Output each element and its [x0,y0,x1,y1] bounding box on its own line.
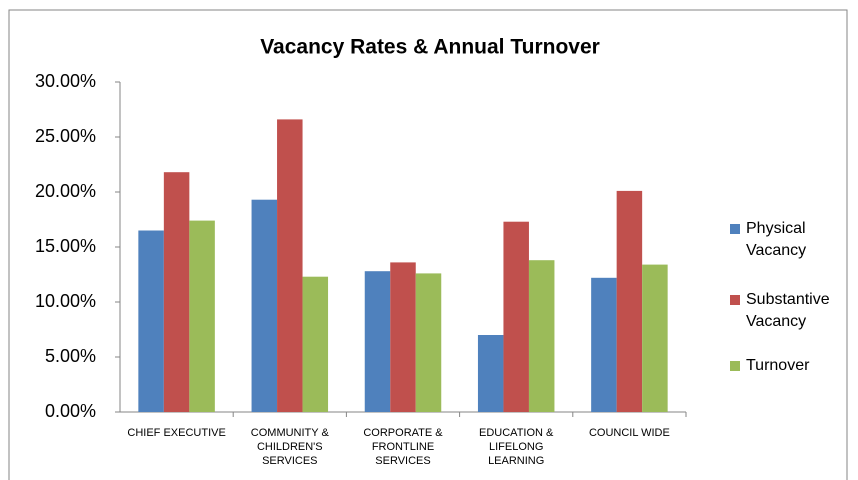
bar [528,260,555,412]
bar [477,335,504,412]
chart-title: Vacancy Rates & Annual Turnover [260,36,600,59]
legend-swatch [730,361,740,371]
bar [503,221,529,412]
legend-label: Physical Vacancy [746,220,807,259]
bar [390,262,416,412]
bar [642,264,668,412]
bar [277,119,303,413]
y-tick-label: 30.00% [35,71,96,91]
bar [163,172,190,412]
x-tick-label: COUNCIL WIDE [588,427,670,439]
x-tick-label: COMMUNITY & CHILDREN'S SERVICES [250,427,329,467]
bar [616,190,643,412]
bar [189,220,215,412]
bar [591,277,617,412]
y-tick-label: 5.00% [45,346,96,366]
y-tick-label: 0.00% [45,401,96,421]
bar [302,276,329,412]
x-tick-label: CHIEF EXECUTIVE [127,427,226,439]
bar [251,199,278,412]
x-tick-label: CORPORATE & FRONTLINE SERVICES [363,427,443,467]
legend-swatch [730,295,740,305]
legend-label: Turnover [746,357,810,374]
legend-label: Substantive Vacancy [746,291,830,330]
y-tick-label: 10.00% [35,291,96,311]
y-tick-label: 25.00% [35,126,96,146]
bar [415,273,442,412]
y-tick-label: 20.00% [35,181,96,201]
y-tick-label: 15.00% [35,236,96,256]
bar [138,230,164,412]
legend-swatch [730,224,740,234]
x-tick-label: EDUCATION & LIFELONG LEARNING [479,427,554,467]
bar [364,271,391,412]
